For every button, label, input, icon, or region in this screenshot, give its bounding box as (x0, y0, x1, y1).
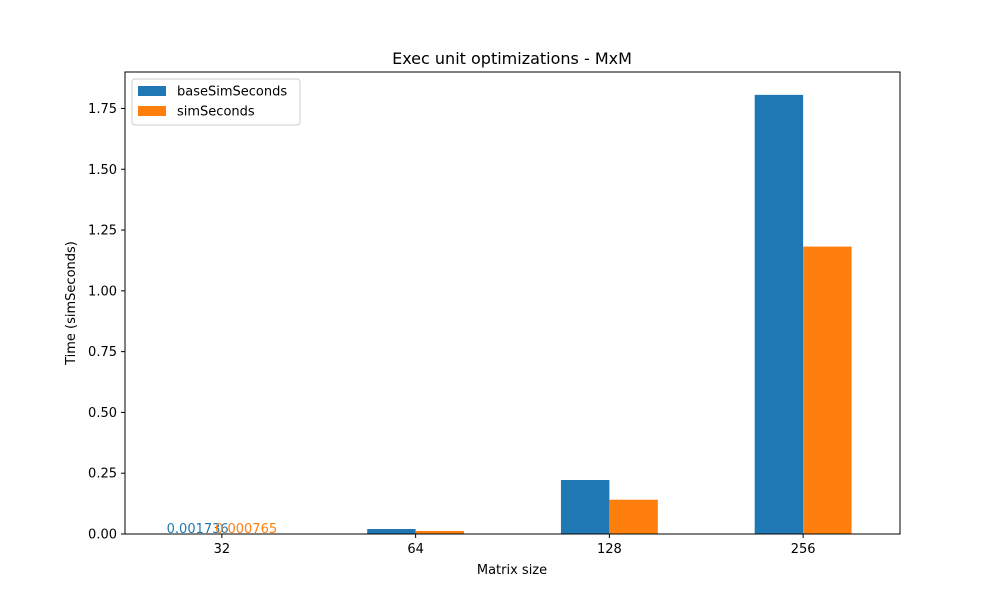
x-axis-label: Matrix size (477, 563, 547, 578)
plot-frame (124, 71, 901, 535)
y-tick-label: 0.00 (88, 528, 117, 543)
bar-baseSimSeconds-64 (367, 529, 416, 534)
y-tick-label: 1.25 (88, 224, 117, 239)
legend: baseSimSeconds simSeconds (131, 78, 301, 126)
x-axis: 32 64 128 256 (214, 534, 816, 557)
bar-simSeconds-256 (803, 246, 852, 534)
y-tick-label: 0.25 (88, 467, 117, 482)
y-axis: 0.00 0.25 0.50 0.75 1.00 1.25 1.50 1.75 (88, 102, 125, 543)
data-label-simSeconds-32: 0.000765 (215, 522, 277, 537)
legend-swatch-simSeconds (138, 106, 166, 116)
bar-simSeconds-64 (415, 530, 465, 534)
legend-box (131, 78, 301, 126)
x-tick-label: 64 (407, 542, 424, 557)
y-tick-label: 1.75 (88, 102, 117, 117)
y-tick-label: 0.75 (88, 345, 117, 360)
y-tick-label: 0.50 (88, 406, 117, 421)
x-tick-label: 256 (791, 542, 816, 557)
bars-group (173, 94, 852, 534)
x-tick-label: 32 (214, 542, 231, 557)
legend-label-baseSimSeconds: baseSimSeconds (177, 85, 287, 100)
bar-simSeconds-128 (609, 499, 658, 534)
x-tick-label: 128 (597, 542, 622, 557)
y-tick-label: 1.00 (88, 284, 117, 299)
chart-title: Exec unit optimizations - MxM (392, 49, 632, 68)
data-label-baseSimSeconds-32: 0.001736 (167, 522, 229, 537)
legend-label-simSeconds: simSeconds (177, 105, 255, 120)
legend-swatch-baseSimSeconds (138, 86, 166, 96)
bar-baseSimSeconds-128 (560, 480, 610, 534)
y-axis-label: Time (simSeconds) (64, 241, 79, 366)
bar-baseSimSeconds-256 (754, 94, 804, 534)
y-tick-label: 1.50 (88, 163, 117, 178)
